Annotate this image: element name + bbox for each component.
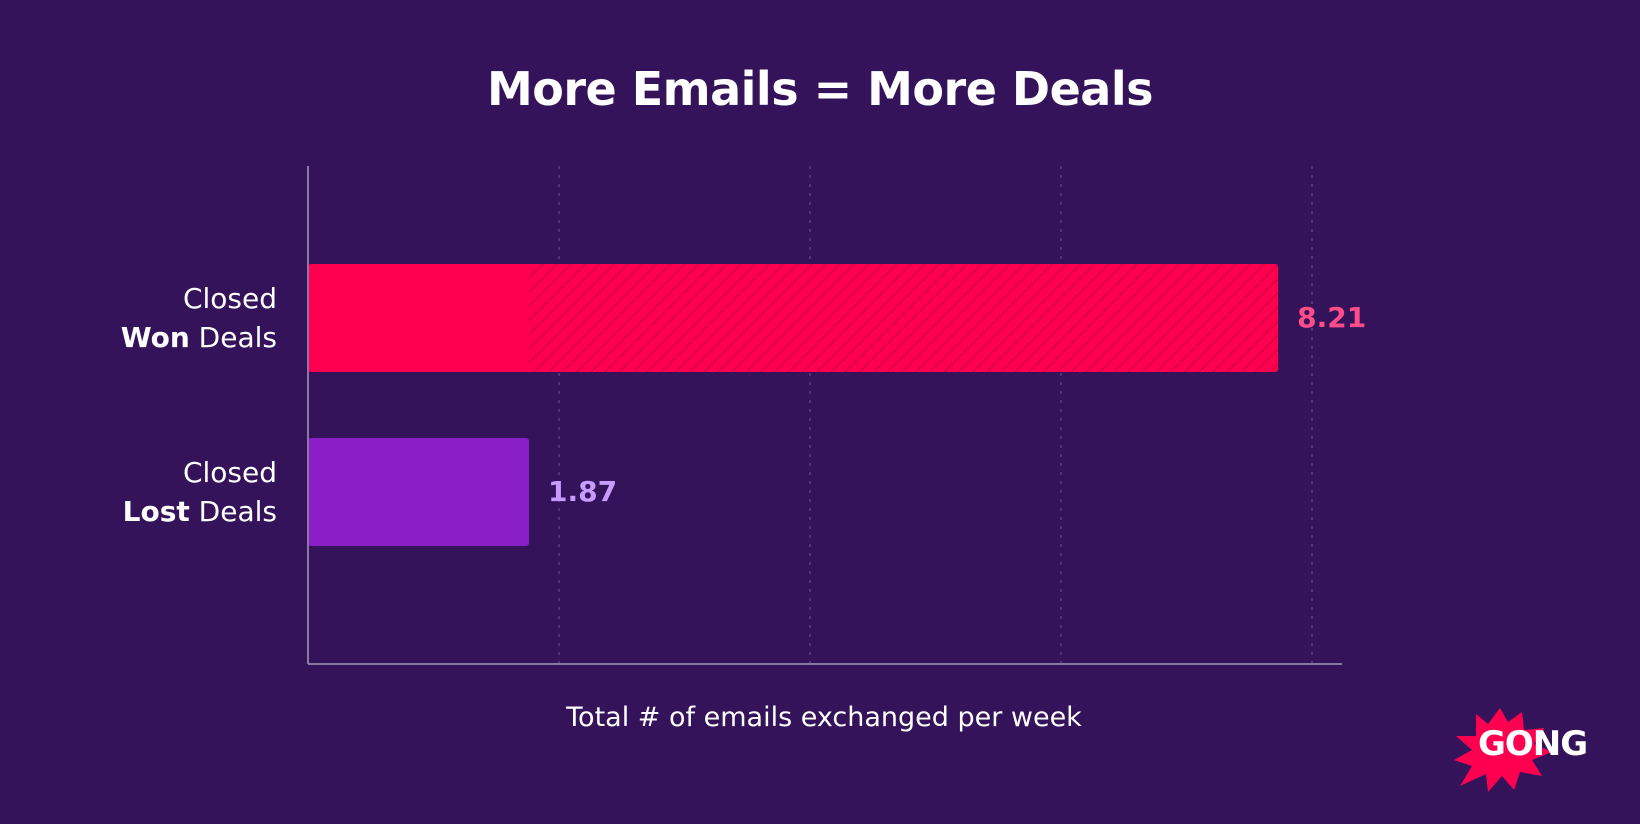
category-label-won-bold: Won [120,321,190,354]
x-axis-label: Total # of emails exchanged per week [566,702,1082,733]
bar-won-hatch [528,264,1279,372]
chart-title: More Emails = More Deals [486,62,1154,116]
brand-logo-text: GONG [1478,724,1588,764]
category-label-lost-rest: Deals [189,495,277,528]
category-label-won-line1: Closed [182,282,277,315]
data-label-lost: 1.87 [547,475,618,508]
bar-lost [308,438,529,546]
category-label-lost-line1: Closed [182,456,277,489]
category-label-lost-bold: Lost [122,495,190,528]
starburst-logo-icon [1454,708,1552,792]
category-label-won: Closed Won Deals [121,279,277,357]
data-label-won: 8.21 [1297,301,1367,334]
category-label-lost: Closed Lost Deals [123,453,277,531]
category-label-won-rest: Deals [189,321,277,354]
